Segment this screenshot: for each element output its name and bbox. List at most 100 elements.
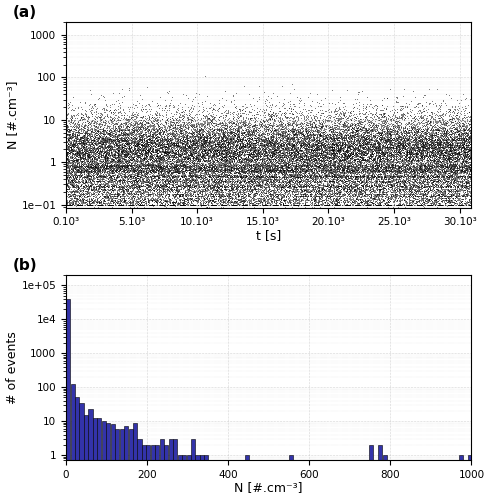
Point (307, 142, 315, 150)
Point (280, 140, 288, 148)
Point (323, 153, 331, 161)
Point (346, 131, 354, 139)
Point (303, 160, 311, 168)
Point (374, 119, 382, 127)
Point (123, 150, 131, 158)
Point (392, 134, 400, 141)
Point (435, 126, 443, 134)
Point (291, 126, 299, 134)
Point (378, 196, 386, 203)
Point (172, 123, 179, 131)
Point (188, 116, 196, 124)
Point (98, 131, 105, 139)
Point (89, 140, 97, 148)
Point (369, 137, 377, 145)
Point (302, 152, 310, 160)
Point (150, 138, 158, 146)
Point (320, 164, 328, 172)
Point (63, 161, 71, 169)
Point (379, 148, 387, 156)
Point (274, 148, 282, 156)
Point (213, 126, 221, 134)
Point (127, 182, 135, 190)
Point (327, 180, 335, 188)
Point (437, 160, 444, 168)
Point (462, 170, 470, 178)
Point (92, 170, 99, 177)
Point (225, 175, 233, 183)
Point (109, 157, 117, 165)
Point (149, 142, 157, 150)
Point (437, 164, 445, 172)
Point (410, 198, 417, 206)
Point (361, 192, 368, 200)
Point (170, 166, 177, 173)
Point (161, 176, 169, 184)
Point (466, 152, 474, 160)
Point (95, 184, 102, 192)
Point (189, 176, 197, 184)
Point (65, 130, 73, 138)
Point (70, 176, 77, 184)
Point (410, 176, 418, 184)
Point (309, 138, 317, 146)
Point (358, 171, 366, 179)
Point (115, 163, 123, 171)
Point (340, 146, 347, 154)
Point (176, 124, 184, 132)
Point (251, 145, 259, 153)
Point (340, 169, 347, 177)
Point (63, 148, 71, 156)
Point (256, 146, 264, 154)
Point (350, 190, 358, 198)
Point (296, 178, 304, 186)
Point (202, 129, 210, 137)
Point (323, 194, 331, 202)
Point (339, 145, 346, 153)
Point (433, 178, 441, 186)
Point (87, 184, 95, 192)
Point (77, 130, 85, 138)
Point (229, 167, 237, 175)
Point (275, 150, 283, 158)
Point (395, 132, 403, 140)
Point (312, 123, 320, 131)
Point (396, 191, 404, 199)
Point (297, 192, 305, 200)
Point (270, 164, 278, 172)
Point (95, 134, 102, 142)
Point (226, 140, 234, 147)
Point (363, 172, 371, 180)
Point (239, 146, 247, 154)
Point (63, 174, 71, 182)
Point (224, 163, 232, 171)
Point (144, 186, 151, 194)
Point (259, 168, 267, 176)
Point (219, 147, 227, 155)
Point (287, 108, 295, 116)
Point (205, 145, 213, 153)
Point (335, 145, 343, 153)
Point (205, 159, 213, 167)
Point (419, 194, 427, 202)
Point (396, 190, 404, 198)
Point (277, 139, 285, 147)
Point (92, 112, 99, 120)
Point (147, 174, 155, 182)
Point (169, 182, 177, 190)
Point (190, 166, 198, 174)
Point (319, 167, 327, 175)
Point (125, 152, 133, 160)
Point (93, 184, 100, 192)
Point (381, 116, 389, 124)
Point (335, 184, 343, 192)
Point (283, 164, 291, 172)
Point (437, 178, 445, 186)
Point (74, 146, 82, 154)
Point (119, 167, 126, 175)
Point (367, 154, 375, 162)
Point (118, 140, 125, 147)
Point (307, 187, 315, 195)
Point (90, 142, 98, 150)
Point (168, 176, 175, 184)
